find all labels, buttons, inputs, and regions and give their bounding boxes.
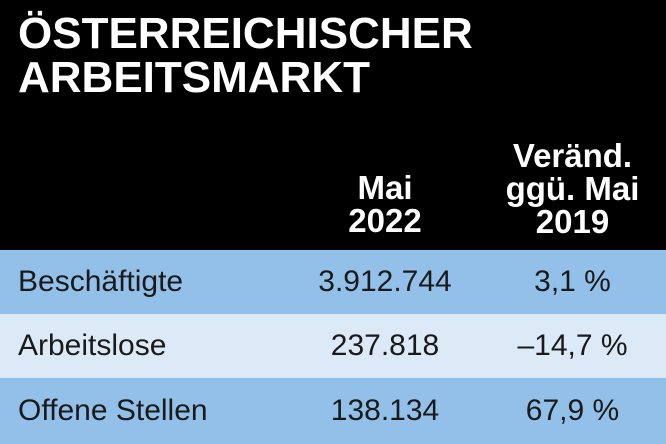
column-header-change-line-1: Veränd. bbox=[512, 137, 633, 174]
table-row: Offene Stellen 138.134 67,9 % bbox=[0, 378, 666, 444]
column-header-may-2022: Mai 2022 bbox=[305, 171, 465, 237]
column-header-may-2022-line-2: 2022 bbox=[348, 202, 422, 239]
row-change: 67,9 % bbox=[525, 394, 620, 427]
column-header-change-line-2: ggü. Mai bbox=[505, 170, 640, 207]
column-header-may-2022-line-1: Mai bbox=[357, 169, 413, 206]
row-value: 138.134 bbox=[330, 394, 440, 427]
row-value: 3.912.744 bbox=[318, 265, 452, 298]
table-row: Beschäftigte 3.912.744 3,1 % bbox=[0, 250, 666, 314]
table-row: Arbeitslose 237.818 –14,7 % bbox=[0, 314, 666, 378]
page-title: ÖSTERREICHISCHER ARBEITSMARKT bbox=[18, 12, 473, 100]
row-change: –14,7 % bbox=[517, 329, 628, 362]
title-line-1: ÖSTERREICHISCHER bbox=[18, 9, 473, 58]
row-label: Arbeitslose bbox=[18, 329, 167, 362]
title-line-2: ARBEITSMARKT bbox=[18, 53, 370, 102]
column-header-change-line-3: 2019 bbox=[535, 203, 610, 240]
row-label: Beschäftigte bbox=[18, 265, 184, 298]
row-change: 3,1 % bbox=[534, 265, 611, 298]
row-value: 237.818 bbox=[330, 329, 440, 362]
row-label: Offene Stellen bbox=[18, 394, 208, 427]
column-header-change: Veränd. ggü. Mai 2019 bbox=[490, 139, 655, 238]
